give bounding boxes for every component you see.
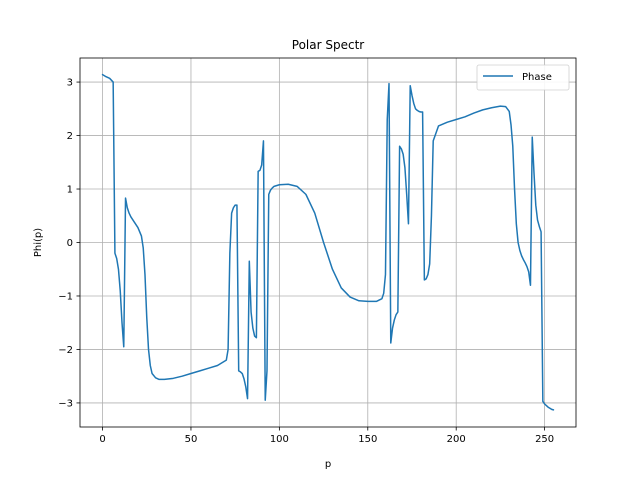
x-tick-label: 0 [99,434,105,445]
series-line-phase [101,73,555,411]
chart-title: Polar Spectr [292,38,365,52]
plot-frame [79,57,577,428]
y-tick-label: −2 [58,345,73,356]
y-tick-label: 3 [67,78,73,89]
x-tick-label: 50 [185,434,198,445]
x-axis-label: p [325,459,331,470]
legend: Phase [476,64,570,91]
y-tick-label: 1 [67,185,73,196]
axis-ticks: 0 50 100 150 200 250 −3 −2 −1 0 1 2 3 [58,78,554,445]
y-tick-label: 2 [67,131,73,142]
x-tick-label: 150 [358,434,377,445]
series-layer [101,73,555,411]
legend-label-phase: Phase [522,72,552,83]
y-tick-label: 0 [67,238,73,249]
x-tick-label: 100 [270,434,289,445]
grid [80,58,576,427]
x-tick-label: 250 [535,434,554,445]
y-tick-label: −3 [58,398,73,409]
y-axis-label: Phi(p) [33,228,44,257]
legend-box [476,64,570,91]
x-tick-label: 200 [447,434,466,445]
y-tick-label: −1 [58,291,73,302]
